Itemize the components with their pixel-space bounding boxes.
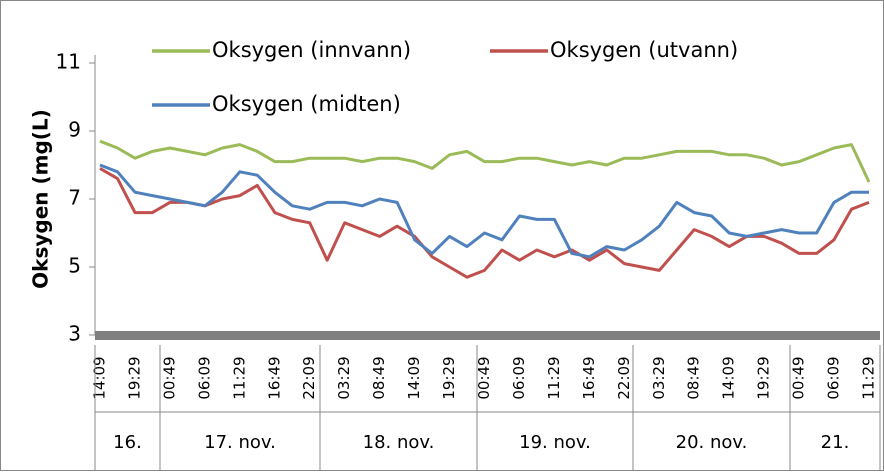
x-tick-label: 14:09	[405, 356, 423, 399]
x-tick-label: 19:29	[125, 356, 143, 399]
x-tick-label: 06:09	[195, 356, 213, 399]
legend-label: Oksygen (utvann)	[550, 38, 738, 62]
y-tick-label: 9	[68, 118, 81, 142]
x-tick-label: 06:09	[825, 356, 843, 399]
legend-label: Oksygen (midten)	[212, 92, 401, 116]
day-label: 21.	[821, 432, 850, 453]
x-tick-label: 19:29	[755, 356, 773, 399]
x-tick-label: 22:09	[615, 356, 633, 399]
legend-label: Oksygen (innvann)	[212, 38, 411, 62]
x-axis-band	[95, 331, 880, 340]
x-tick-label: 16:49	[580, 356, 598, 399]
x-tick-label: 16:49	[265, 356, 283, 399]
x-tick-label: 08:49	[370, 356, 388, 399]
x-tick-label: 03:29	[335, 356, 353, 399]
x-tick-label: 11:29	[230, 356, 248, 399]
y-tick-label: 3	[68, 322, 81, 346]
x-tick-label: 22:09	[300, 356, 318, 399]
x-tick-label: 00:49	[790, 356, 808, 399]
y-axis-title: Oksygen (mg(L)	[29, 109, 53, 289]
y-tick-label: 7	[68, 186, 81, 210]
series-line	[99, 167, 870, 279]
series-line	[99, 139, 871, 183]
day-label: 20. nov.	[676, 432, 748, 453]
x-tick-label: 19:29	[440, 356, 458, 399]
day-label: 18. nov.	[363, 432, 435, 453]
day-label: 17. nov.	[204, 432, 276, 453]
x-tick-label: 00:49	[160, 356, 178, 399]
x-tick-label: 14:09	[720, 356, 738, 399]
y-tick-label: 11	[56, 50, 81, 74]
day-label: 16.	[113, 432, 142, 453]
x-tick-label: 11:29	[860, 356, 878, 399]
x-tick-label: 11:29	[545, 356, 563, 399]
x-tick-label: 03:29	[650, 356, 668, 399]
x-tick-label: 08:49	[685, 356, 703, 399]
x-tick-label: 14:09	[91, 356, 109, 399]
day-label: 19. nov.	[519, 432, 591, 453]
x-tick-label: 06:09	[510, 356, 528, 399]
y-tick-label: 5	[68, 254, 81, 278]
series-line	[99, 163, 869, 259]
x-tick-label: 00:49	[475, 356, 493, 399]
